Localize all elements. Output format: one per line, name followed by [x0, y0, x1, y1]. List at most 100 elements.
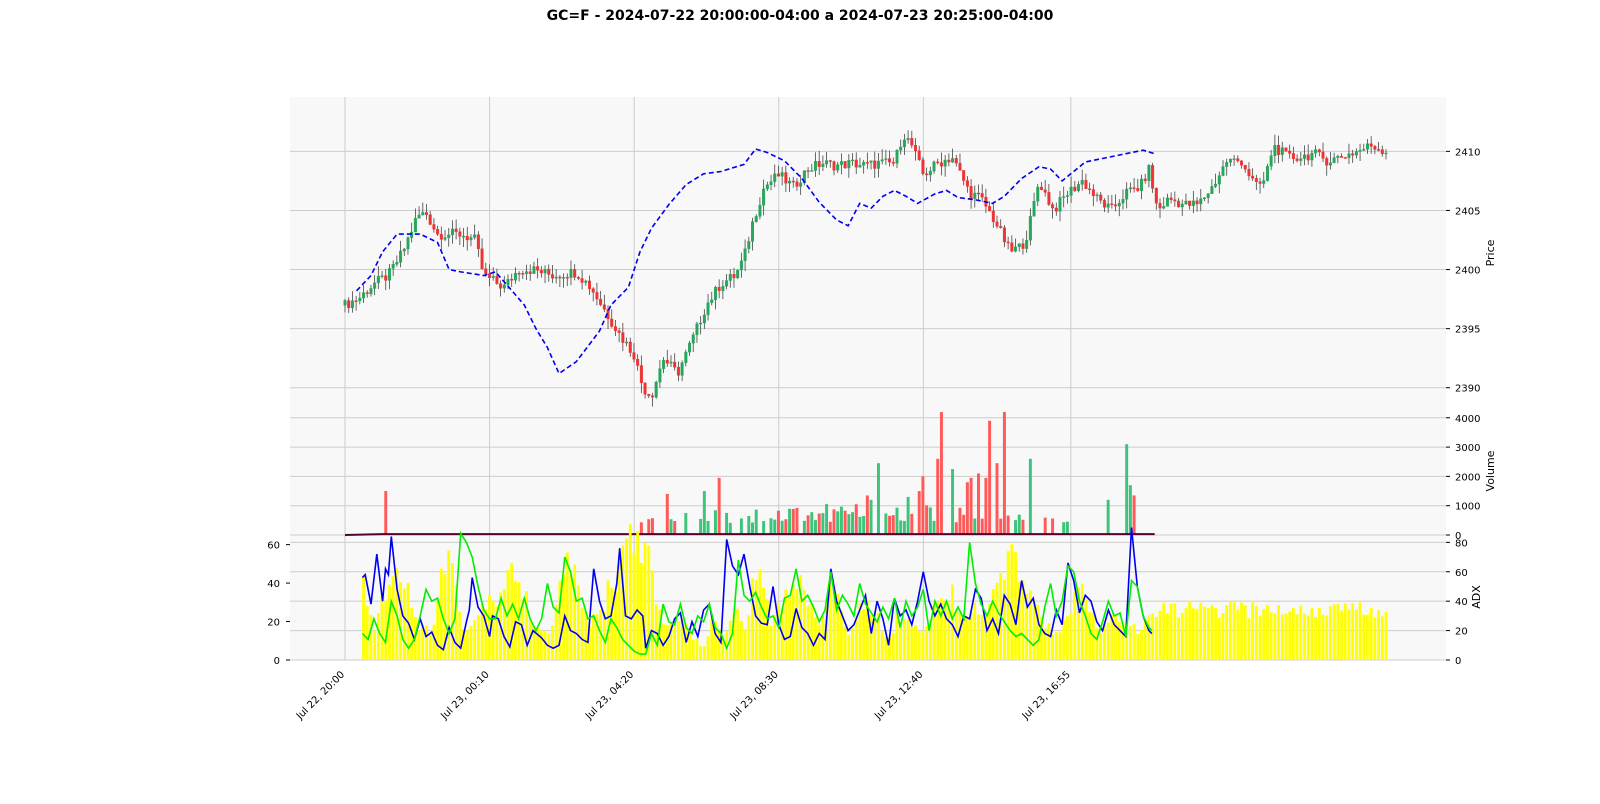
adx-bar — [943, 601, 947, 660]
candle-up — [973, 192, 977, 199]
volume-bar — [984, 477, 988, 535]
adx-bar — [847, 634, 851, 660]
candle-up — [1180, 203, 1184, 208]
candle-up — [684, 351, 688, 363]
candle-down — [980, 193, 984, 198]
x-tick-label: Jul 23, 12:40 — [872, 669, 925, 722]
adx-bar — [454, 585, 458, 660]
candle-down — [517, 272, 521, 275]
adx-bar — [532, 625, 536, 660]
adx-bar — [502, 589, 506, 660]
volume-bar — [702, 491, 706, 535]
candle-down — [888, 158, 892, 163]
adx-bar — [1354, 609, 1358, 660]
candle-down — [465, 235, 469, 241]
candle-up — [736, 269, 740, 279]
volume-bar — [962, 514, 966, 535]
candle-up — [447, 234, 451, 238]
adx-bar — [543, 631, 547, 660]
candle-up — [702, 314, 706, 324]
volume-bar — [925, 505, 929, 535]
volume-bar — [988, 420, 992, 535]
adx-bar — [1021, 580, 1025, 660]
adx-bar — [465, 630, 469, 660]
candle-down — [647, 394, 651, 396]
candle-up — [862, 162, 866, 166]
candle-down — [510, 279, 514, 281]
adx-bar — [814, 617, 817, 660]
candle-down — [965, 180, 969, 187]
candle-down — [1102, 200, 1106, 208]
volume-bar — [665, 493, 669, 535]
candle-up — [825, 160, 829, 165]
price-tick-label: 2410 — [1455, 147, 1480, 158]
volume-bar — [795, 507, 799, 535]
adx-bar — [773, 614, 777, 660]
candle-up — [1139, 178, 1143, 191]
candle-up — [658, 368, 662, 383]
candle-up — [1062, 196, 1066, 198]
volume-bar — [739, 518, 743, 535]
adx-bar — [388, 584, 391, 660]
adx-bar — [754, 580, 758, 660]
candle-down — [776, 173, 780, 177]
adx-bar — [1373, 617, 1377, 660]
adx-bar — [902, 619, 906, 660]
candle-up — [532, 266, 536, 274]
candle-up — [821, 163, 825, 168]
adx-bar — [1095, 628, 1099, 660]
adx-bar — [695, 638, 699, 660]
candle-down — [643, 382, 647, 395]
adx-bar — [1084, 599, 1088, 660]
candle-down — [480, 248, 484, 269]
candle-up — [1365, 143, 1369, 150]
adx-bar — [362, 576, 365, 660]
candle-down — [1288, 150, 1292, 154]
candle-down — [954, 158, 958, 164]
candle-up — [1206, 193, 1210, 198]
candle-up — [502, 284, 506, 289]
adx-bar — [965, 617, 969, 660]
adx-bar — [569, 573, 573, 660]
candle-up — [847, 160, 851, 169]
candle-down — [991, 210, 995, 223]
candle-up — [1202, 197, 1206, 199]
adx-bar — [491, 601, 495, 660]
adx-bar — [1047, 623, 1051, 660]
volume-bar — [788, 508, 792, 535]
volume-bar — [1021, 519, 1025, 535]
moving-average-line — [356, 148, 1155, 375]
candle-up — [1128, 187, 1132, 190]
candle-down — [632, 352, 636, 360]
x-tick-label: Jul 22, 20:00 — [294, 669, 347, 722]
candle-down — [1051, 204, 1055, 209]
candle-up — [869, 160, 873, 163]
adx-bar — [514, 581, 517, 660]
adx-bar — [1014, 552, 1017, 660]
adx-bar — [802, 590, 806, 660]
adx-bar — [877, 612, 880, 660]
candle-down — [921, 159, 925, 174]
candle-up — [1036, 186, 1040, 202]
adx-left-tick-label: 40 — [267, 579, 280, 590]
candle-down — [995, 221, 999, 227]
adx-bar — [636, 530, 640, 660]
adx-bar — [1362, 614, 1366, 660]
adx-layer — [362, 524, 1388, 660]
volume-bar — [706, 520, 710, 535]
candle-up — [1017, 243, 1021, 248]
candle-up — [1199, 198, 1203, 205]
adx-bar — [647, 545, 651, 660]
adx-bar — [617, 560, 621, 660]
adx-bar — [632, 552, 636, 660]
adx-bar — [365, 606, 369, 660]
volume-bar — [832, 509, 836, 535]
adx-bar — [873, 611, 877, 660]
candle-down — [439, 233, 443, 240]
candle-down — [976, 192, 980, 195]
adx-tick-label: 20 — [1455, 627, 1468, 638]
adx-bar — [1351, 603, 1355, 660]
adx-bar — [1284, 613, 1288, 660]
candle-down — [1251, 175, 1255, 179]
